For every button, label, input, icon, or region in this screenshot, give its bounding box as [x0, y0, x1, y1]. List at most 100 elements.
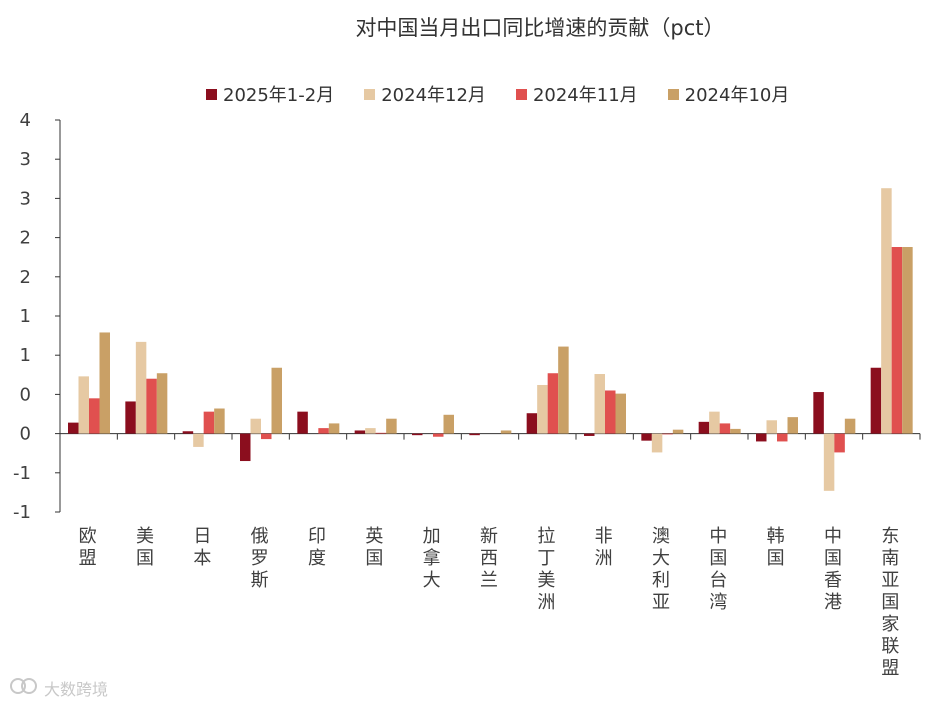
y-tick-label: 2 — [20, 228, 31, 249]
category-label: 新西兰 — [480, 526, 498, 591]
bar-series-4-4 — [271, 367, 282, 434]
bar-series-2-10 — [594, 374, 605, 434]
y-tick-label: 3 — [20, 188, 31, 209]
bar-series-2-3 — [193, 433, 204, 447]
legend-item-series-3: 2024年11月 — [515, 81, 638, 107]
bar-series-2-1 — [78, 376, 89, 434]
bar-series-1-13 — [756, 433, 767, 442]
category-label: 东南亚国家联盟 — [881, 526, 899, 679]
bar-series-2-6 — [365, 428, 376, 434]
category-label: 欧盟 — [79, 526, 97, 569]
chart-title: 对中国当月出口同比增速的贡献（pct） — [355, 16, 725, 40]
bar-series-1-2 — [125, 401, 136, 434]
legend-swatch-series-1 — [206, 88, 217, 100]
category-label: 中国台湾 — [709, 526, 727, 613]
bar-series-1-3 — [182, 431, 194, 434]
legend: 2025年1-2月 2024年12月 2024年11月 2024年10月 — [206, 81, 789, 107]
bar-series-3-12 — [719, 423, 731, 434]
bar-series-4-14 — [844, 418, 856, 434]
bar-series-4-15 — [902, 247, 913, 434]
category-label: 日本 — [193, 526, 211, 569]
bar-series-2-14 — [823, 433, 835, 491]
category-label: 美国 — [136, 526, 154, 569]
bar-series-1-8 — [469, 433, 480, 436]
bar-series-4-11 — [672, 429, 684, 434]
bar-series-1-5 — [297, 411, 308, 434]
bar-series-4-6 — [386, 418, 397, 434]
bar-series-4-5 — [328, 423, 340, 434]
logo-icon — [10, 676, 40, 700]
y-tick-label: -1 — [13, 463, 31, 484]
category-label: 印度 — [308, 526, 326, 569]
bar-series-1-10 — [584, 433, 595, 436]
bar-series-2-11 — [651, 433, 663, 453]
bar-series-1-4 — [240, 433, 251, 462]
legend-swatch-series-4 — [667, 88, 679, 100]
bar-series-3-5 — [318, 428, 329, 434]
bar-series-1-15 — [870, 367, 882, 434]
bar-series-4-8 — [500, 430, 512, 434]
bar-series-3-6 — [375, 432, 387, 434]
legend-label-series-1: 2025年1-2月 — [223, 85, 335, 106]
category-label: 加拿大 — [423, 526, 441, 591]
y-tick-label: 0 — [20, 384, 31, 405]
category-label: 澳大利亚 — [652, 526, 670, 613]
category-label: 俄罗斯 — [251, 526, 269, 591]
bar-series-3-10 — [605, 390, 616, 434]
legend-item-series-2: 2024年12月 — [364, 81, 486, 107]
y-tick-label: -1 — [13, 502, 31, 523]
bar-series-2-12 — [709, 411, 720, 434]
y-tick-label: 0 — [20, 424, 31, 445]
category-label: 英国 — [365, 526, 383, 569]
bar-series-4-7 — [443, 414, 454, 434]
bar-series-4-3 — [214, 408, 225, 434]
legend-label-series-2: 2024年12月 — [381, 85, 486, 106]
bar-series-4-2 — [156, 373, 168, 434]
bar-series-1-1 — [68, 422, 79, 434]
bar-series-3-7 — [433, 433, 444, 437]
bar-series-3-15 — [891, 247, 903, 434]
legend-swatch-series-3 — [515, 88, 527, 100]
legend-item-series-1: 2025年1-2月 — [206, 81, 334, 107]
bar-series-1-11 — [641, 433, 652, 441]
category-label: 非洲 — [595, 526, 613, 569]
bar-series-1-7 — [412, 433, 423, 436]
category-label: 韩国 — [767, 526, 785, 569]
bar-series-4-9 — [558, 346, 569, 434]
bar-series-3-3 — [203, 411, 215, 434]
bar-series-3-9 — [547, 373, 559, 434]
y-tick-label: 2 — [20, 267, 31, 288]
bar-series-4-12 — [730, 428, 741, 434]
bar-series-1-6 — [354, 430, 366, 434]
watermark: 大数跨境 — [10, 676, 108, 700]
category-label: 中国香港 — [824, 526, 842, 613]
bar-series-2-4 — [250, 418, 261, 434]
bar-series-3-14 — [834, 433, 845, 453]
legend-label-series-4: 2024年10月 — [684, 85, 790, 106]
watermark-text: 大数跨境 — [44, 680, 109, 699]
bar-series-4-1 — [99, 332, 110, 434]
bar-series-2-13 — [766, 420, 777, 434]
bar-series-1-12 — [698, 421, 710, 434]
bar-series-3-11 — [662, 433, 673, 435]
bar-series-3-1 — [89, 398, 100, 434]
bar-series-1-14 — [813, 392, 824, 434]
bar-series-2-9 — [537, 384, 548, 434]
bar-series-4-10 — [615, 393, 626, 434]
y-tick-label: 4 — [20, 110, 31, 131]
legend-item-series-4: 2024年10月 — [667, 81, 790, 107]
bar-series-3-2 — [146, 378, 157, 434]
bar-series-4-13 — [787, 417, 798, 434]
category-label: 拉丁美洲 — [537, 526, 555, 613]
bar-series-2-15 — [881, 188, 892, 434]
bar-series-3-4 — [261, 433, 272, 440]
y-tick-label: 3 — [20, 149, 31, 170]
bar-series-2-2 — [135, 341, 147, 434]
legend-label-series-3: 2024年11月 — [532, 85, 638, 106]
y-tick-label: 1 — [20, 345, 31, 366]
bar-series-3-13 — [777, 433, 788, 442]
y-tick-label: 1 — [20, 306, 31, 327]
legend-swatch-series-2 — [364, 88, 376, 100]
bar-series-1-9 — [526, 413, 538, 434]
